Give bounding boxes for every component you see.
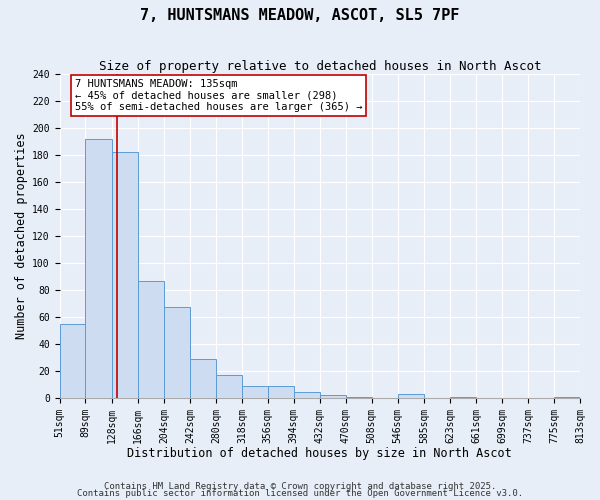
Bar [190, 358, 216, 398]
Text: 7 HUNTSMANS MEADOW: 135sqm
← 45% of detached houses are smaller (298)
55% of sem: 7 HUNTSMANS MEADOW: 135sqm ← 45% of deta… [75, 79, 362, 112]
Bar [268, 386, 294, 398]
Y-axis label: Number of detached properties: Number of detached properties [15, 132, 28, 340]
Title: Size of property relative to detached houses in North Ascot: Size of property relative to detached ho… [98, 60, 541, 73]
Text: Contains public sector information licensed under the Open Government Licence v3: Contains public sector information licen… [77, 490, 523, 498]
Bar [216, 375, 242, 398]
Bar [138, 280, 164, 398]
Bar [450, 396, 476, 398]
Text: 7, HUNTSMANS MEADOW, ASCOT, SL5 7PF: 7, HUNTSMANS MEADOW, ASCOT, SL5 7PF [140, 8, 460, 22]
Bar [164, 308, 190, 398]
Bar [346, 396, 371, 398]
Text: Contains HM Land Registry data © Crown copyright and database right 2025.: Contains HM Land Registry data © Crown c… [104, 482, 496, 491]
X-axis label: Distribution of detached houses by size in North Ascot: Distribution of detached houses by size … [127, 447, 512, 460]
Bar [242, 386, 268, 398]
Bar [398, 394, 424, 398]
Bar [112, 152, 138, 398]
Bar [85, 139, 112, 398]
Bar [294, 392, 320, 398]
Bar [320, 395, 346, 398]
Bar [59, 324, 85, 398]
Bar [554, 396, 580, 398]
